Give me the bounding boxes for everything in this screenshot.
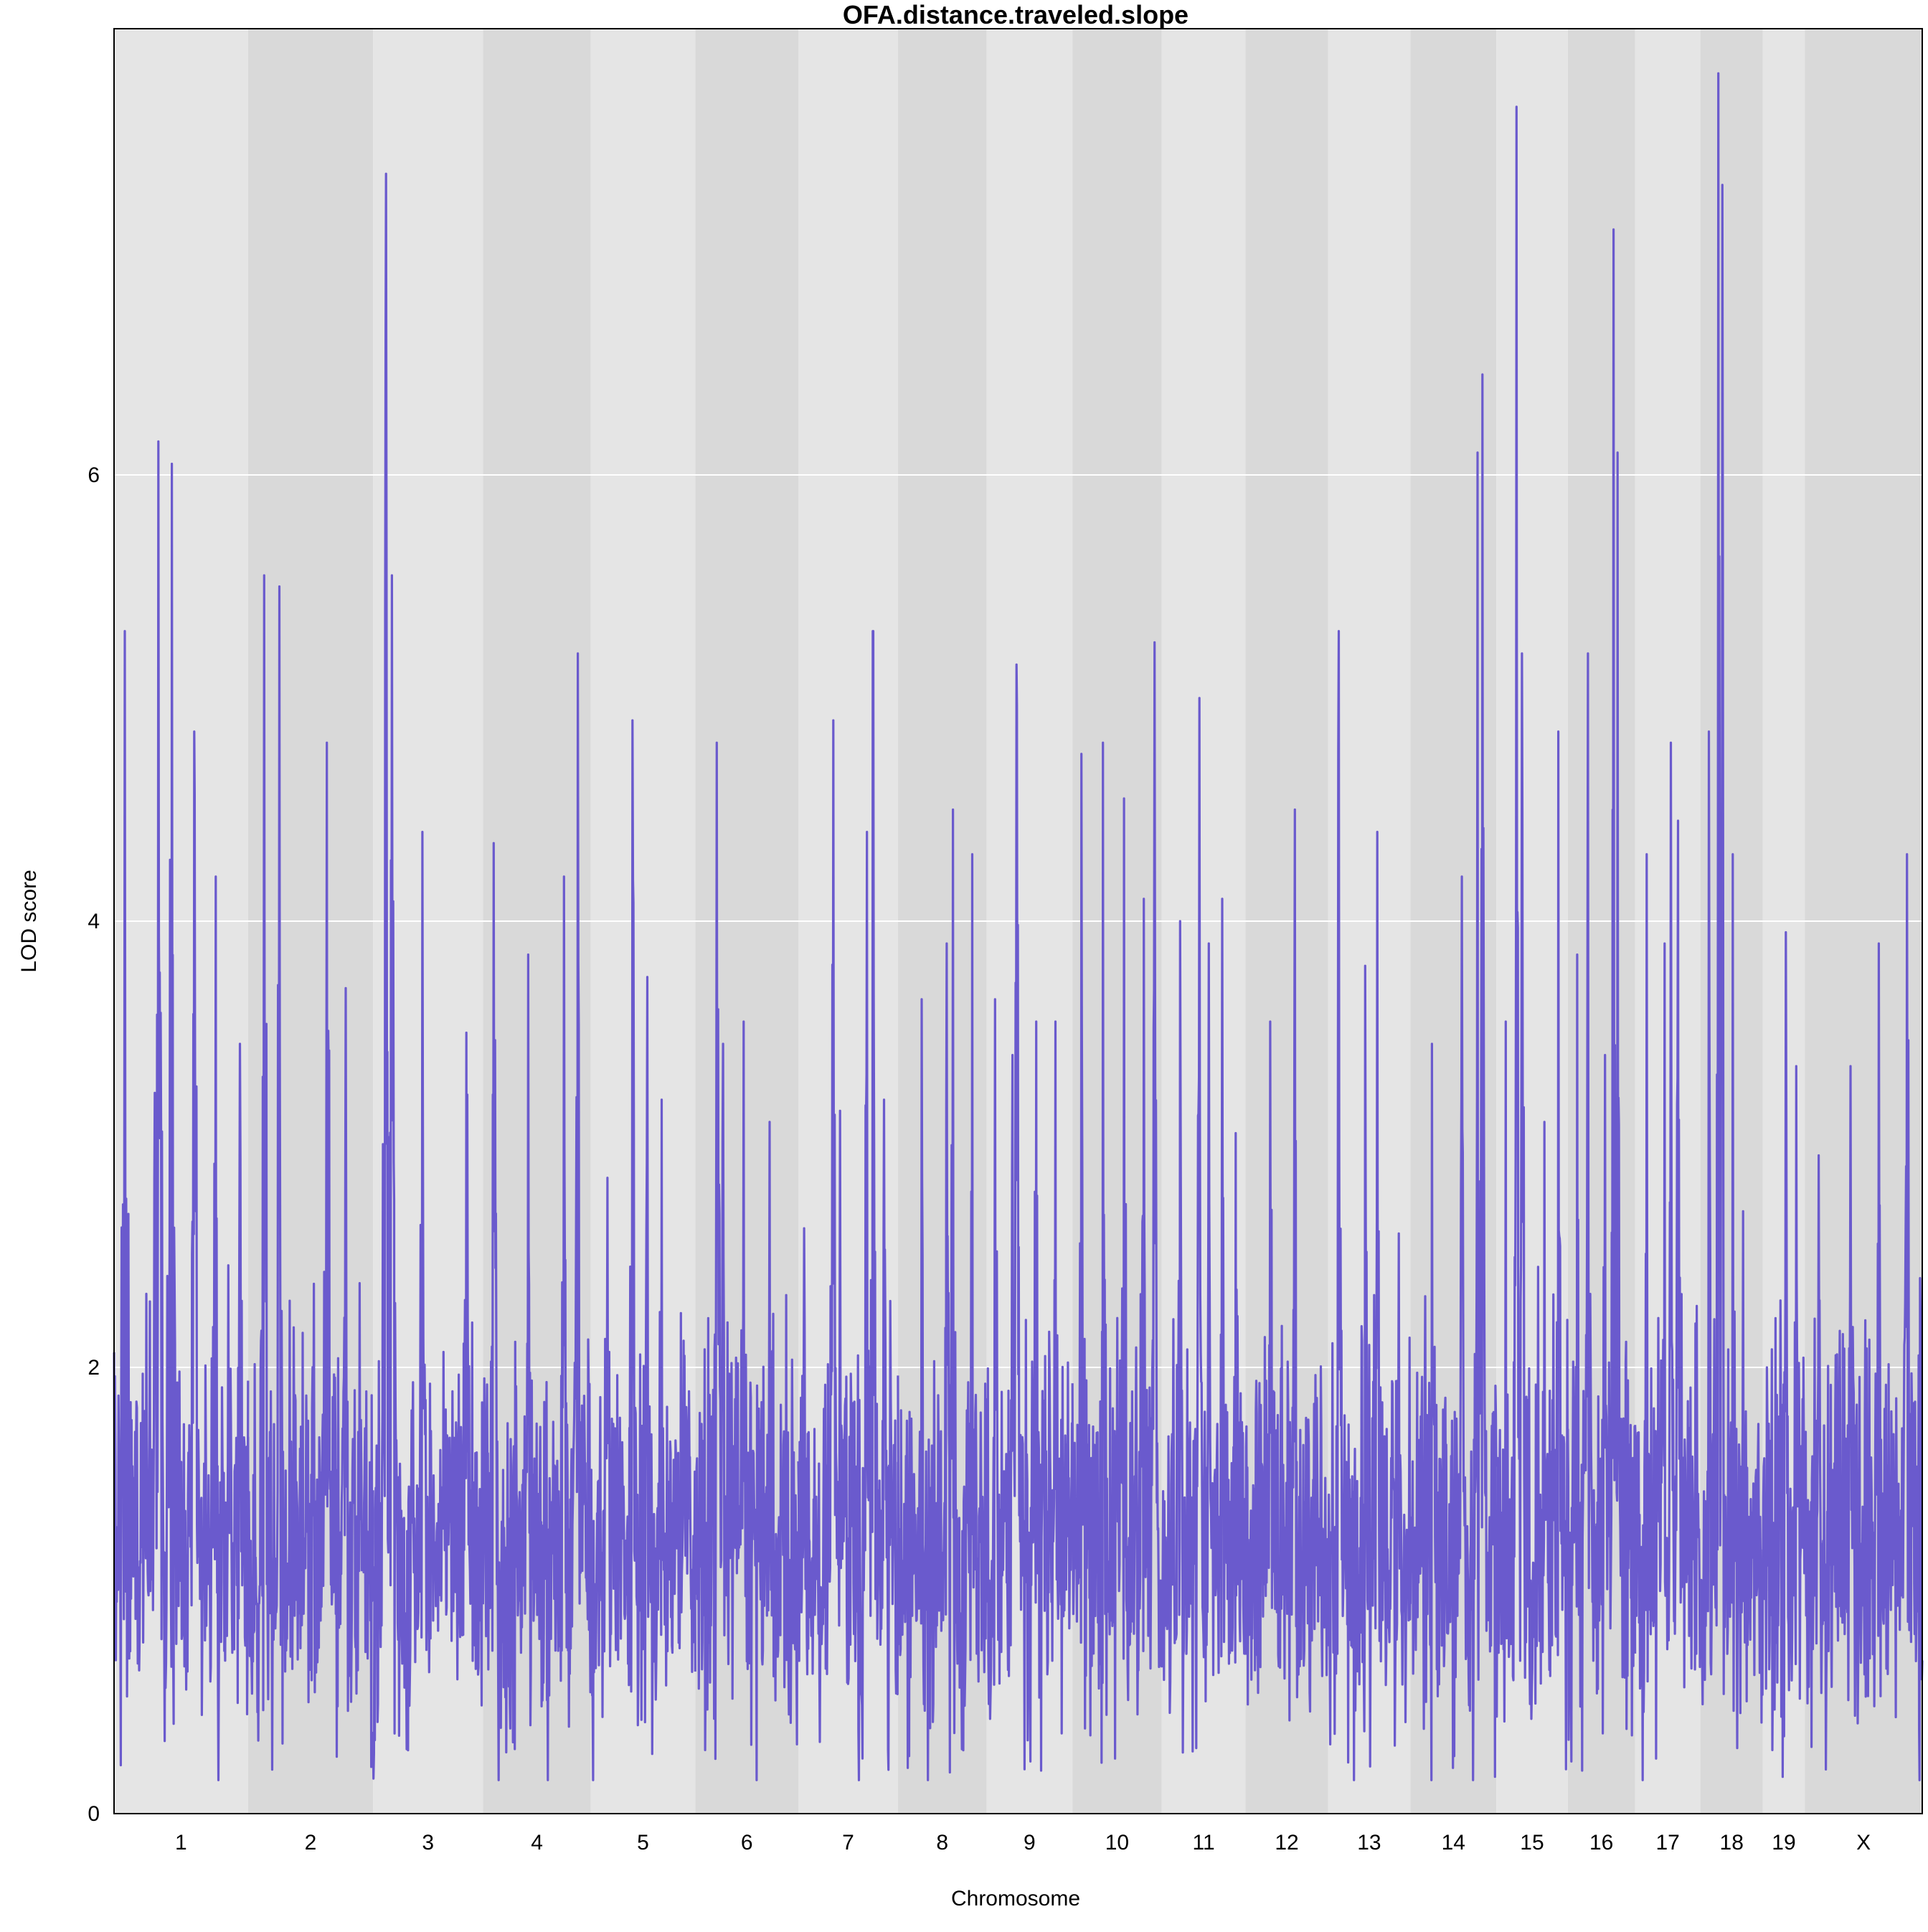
x-tick-label-7: 7 <box>842 1831 854 1855</box>
lod-line-chr-8 <box>897 808 988 1781</box>
lod-line-chr-6 <box>694 741 800 1781</box>
y-tick-label-2: 2 <box>88 1356 100 1380</box>
lod-line-chr-1 <box>113 440 250 1781</box>
x-tick-label-14: 14 <box>1442 1831 1465 1855</box>
x-tick-label-1: 1 <box>175 1831 187 1855</box>
lod-line-chr-16 <box>1566 228 1637 1772</box>
lod-line-chr-19 <box>1762 930 1806 1778</box>
plot-frame <box>113 28 1923 1814</box>
x-tick-label-X: X <box>1856 1831 1871 1855</box>
x-tick-label-10: 10 <box>1105 1831 1129 1855</box>
x-tick-label-8: 8 <box>936 1831 948 1855</box>
lod-line-chr-2 <box>247 574 374 1771</box>
x-tick-label-5: 5 <box>637 1831 649 1855</box>
lod-line-chr-12 <box>1244 808 1330 1722</box>
lod-line-chr-18 <box>1699 72 1764 1750</box>
chart-title: OFA.distance.traveled.slope <box>843 0 1189 29</box>
lod-line-chr-10 <box>1071 641 1163 1764</box>
x-tick-label-9: 9 <box>1024 1831 1036 1855</box>
lod-line-chr-5 <box>590 719 696 1781</box>
lod-series <box>113 72 1924 1781</box>
x-axis-label: Chromosome <box>951 1887 1080 1910</box>
x-tick-label-4: 4 <box>531 1831 543 1855</box>
x-tick-label-3: 3 <box>422 1831 434 1855</box>
lod-line-chr-4 <box>481 652 592 1781</box>
x-tick-label-13: 13 <box>1357 1831 1381 1855</box>
y-tick-label-6: 6 <box>88 463 100 487</box>
lod-line-chr-13 <box>1326 630 1412 1781</box>
x-tick-label-19: 19 <box>1772 1831 1795 1855</box>
lod-line-chr-17 <box>1634 741 1702 1781</box>
y-axis: 0 2 4 6 <box>88 463 100 1826</box>
lod-line-chr-11 <box>1161 697 1247 1754</box>
x-tick-label-17: 17 <box>1655 1831 1679 1855</box>
lod-line-chr-7 <box>797 630 899 1781</box>
y-tick-label-4: 4 <box>88 910 100 933</box>
lod-line-chr-15 <box>1495 105 1569 1771</box>
y-axis-label: LOD score <box>17 870 41 972</box>
x-tick-label-18: 18 <box>1720 1831 1744 1855</box>
x-tick-label-15: 15 <box>1520 1831 1544 1855</box>
x-tick-label-6: 6 <box>741 1831 753 1855</box>
lod-line-chr-14 <box>1409 373 1498 1781</box>
lod-line-chr-9 <box>985 663 1074 1772</box>
x-tick-label-2: 2 <box>305 1831 317 1855</box>
lod-line-chr-X <box>1803 853 1924 1781</box>
y-tick-label-0: 0 <box>88 1802 100 1826</box>
x-tick-label-16: 16 <box>1589 1831 1613 1855</box>
x-axis: 1 2 3 4 5 6 7 8 9 10 11 12 13 14 15 16 17 18 19 X <box>175 1831 1871 1855</box>
lod-line-chr-3 <box>372 172 485 1780</box>
x-tick-label-12: 12 <box>1275 1831 1298 1855</box>
x-tick-label-11: 11 <box>1193 1831 1215 1855</box>
